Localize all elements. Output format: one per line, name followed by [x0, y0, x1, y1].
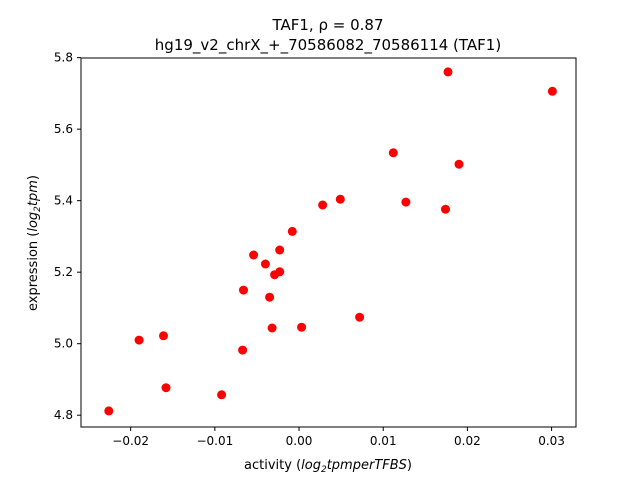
data-point [104, 406, 114, 416]
x-tick-label: 0.02 [454, 434, 481, 448]
axes-frame [80, 57, 577, 428]
data-points [104, 67, 557, 416]
data-point [388, 148, 398, 158]
x-tick-label: 0.01 [370, 434, 397, 448]
chart-title-line1: TAF1, ρ = 0.87 [272, 16, 384, 34]
y-tick-label: 5.6 [54, 122, 73, 136]
data-point [335, 194, 345, 204]
data-point [134, 335, 144, 345]
y-tick-label: 5.8 [54, 51, 73, 65]
data-point [239, 285, 248, 295]
data-point [297, 322, 307, 332]
y-tick-label: 5.2 [54, 265, 73, 279]
data-point [161, 383, 171, 393]
data-point [454, 159, 464, 169]
x-tick-label: 0.00 [286, 434, 313, 448]
y-axis-ticks: 4.8 5.0 5.2 5.4 5.6 5.8 [54, 51, 81, 422]
chart-title-line2: hg19_v2_chrX_+_70586082_70586114 (TAF1) [155, 36, 501, 55]
data-point [355, 312, 365, 322]
data-point [547, 86, 557, 96]
x-tick-label: −0.02 [112, 434, 149, 448]
y-tick-label: 4.8 [54, 408, 73, 422]
data-point [260, 259, 270, 269]
data-point [275, 267, 285, 277]
data-point [265, 292, 275, 302]
data-point [318, 200, 328, 210]
y-tick-label: 5.0 [54, 337, 73, 351]
x-tick-label: −0.01 [196, 434, 233, 448]
data-point [287, 226, 297, 236]
x-axis-label: activity (log2tpmperTFBS) [244, 458, 412, 475]
x-tick-label: 0.03 [538, 434, 565, 448]
data-point [267, 323, 277, 333]
data-point [401, 197, 411, 207]
data-point [217, 390, 227, 400]
data-point [275, 245, 285, 255]
y-tick-label: 5.4 [54, 194, 73, 208]
data-point [159, 331, 168, 341]
data-point [441, 204, 450, 214]
data-point [443, 67, 453, 77]
x-axis-ticks: −0.02 −0.01 0.00 0.01 0.02 0.03 [112, 427, 565, 448]
data-point [249, 250, 259, 260]
y-axis-label: expression (log2tpm) [26, 175, 43, 311]
data-point [238, 345, 248, 355]
